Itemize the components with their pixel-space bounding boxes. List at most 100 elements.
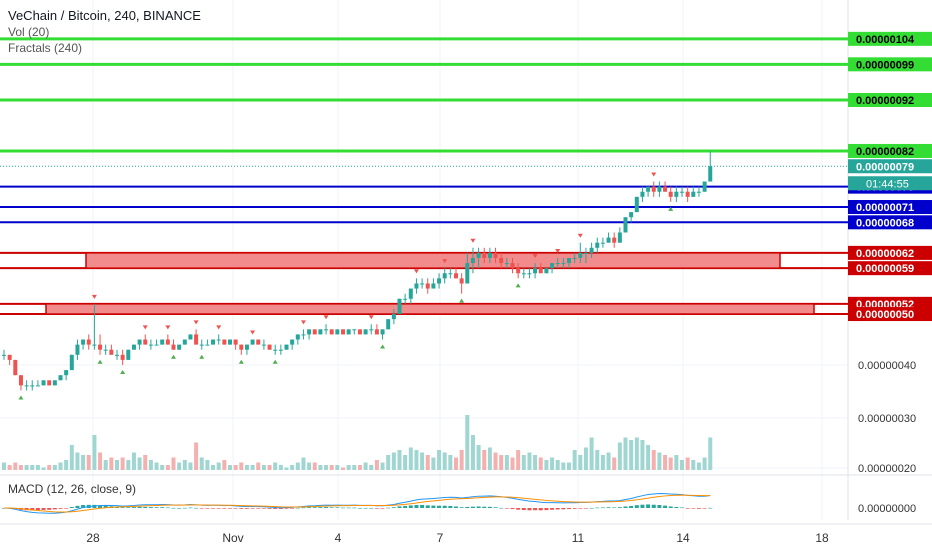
macd-histogram-bar <box>454 506 458 508</box>
support-label: 0.00000071 <box>856 202 914 214</box>
countdown-bg <box>848 176 932 191</box>
volume-bar <box>13 462 18 470</box>
macd-histogram-bar <box>578 508 583 509</box>
volume-bar <box>182 460 187 470</box>
fractals-legend[interactable]: Fractals (240) <box>8 41 83 55</box>
candle-body <box>437 278 442 284</box>
candle-body <box>126 349 131 360</box>
macd-histogram-bar <box>194 507 199 509</box>
candle-body <box>92 344 97 346</box>
zone-label-bg <box>848 261 932 276</box>
volume-bar <box>448 455 453 470</box>
macd-histogram-bar <box>75 505 80 508</box>
resistance-label: 0.00000082 <box>856 146 914 158</box>
macd-histogram-bar <box>437 505 442 508</box>
volume-bar <box>521 455 526 470</box>
candle-body <box>131 344 136 350</box>
macd-histogram-bar <box>126 507 131 508</box>
macd-legend[interactable]: MACD (12, 26, close, 9) <box>8 482 137 496</box>
candle-body <box>408 288 413 299</box>
volume-bar <box>41 467 46 470</box>
macd-histogram-bar <box>98 505 103 508</box>
volume-bar <box>363 462 368 470</box>
macd-histogram-bar <box>250 508 255 509</box>
macd-histogram-bar <box>261 508 266 509</box>
volume-bar <box>510 457 515 470</box>
volume-bar <box>171 457 176 470</box>
macd-histogram-bar <box>459 507 464 508</box>
volume-bar <box>454 457 458 470</box>
volume-bar <box>2 462 6 470</box>
macd-histogram-bar <box>329 507 334 508</box>
macd-histogram-bar <box>696 508 701 509</box>
macd-histogram-bar <box>154 507 159 508</box>
macd-histogram-bar <box>205 508 210 509</box>
fractal-down-marker <box>199 354 205 359</box>
fractal-down-marker <box>380 344 386 349</box>
fractal-down-marker <box>171 354 176 359</box>
volume-bar <box>346 465 351 470</box>
candle-body <box>470 257 475 264</box>
candle-body <box>629 212 634 218</box>
macd-histogram-bar <box>143 506 148 508</box>
macd-histogram-bar <box>239 508 244 509</box>
volume-bar <box>86 455 91 470</box>
macd-histogram-bar <box>233 508 238 509</box>
macd-histogram-bar <box>651 504 656 508</box>
volume-legend[interactable]: Vol (20) <box>8 25 50 39</box>
volume-bar <box>329 465 334 470</box>
fractal-up-marker <box>193 320 199 325</box>
candle-body <box>244 344 249 350</box>
volume-bar <box>612 457 617 470</box>
volume-bar <box>58 462 63 470</box>
macd-histogram-bar <box>346 507 351 509</box>
candle-body <box>527 273 532 275</box>
support-label-bg <box>848 215 932 230</box>
volume-bar <box>493 452 498 470</box>
volume-bar <box>617 442 622 470</box>
candle-body <box>182 339 187 345</box>
candle-body <box>691 191 696 197</box>
symbol-title[interactable]: VeChain / Bitcoin, 240, BINANCE <box>8 8 201 23</box>
candle-body <box>595 242 600 248</box>
candle-body <box>397 298 402 315</box>
zone-label: 0.00000050 <box>856 309 914 321</box>
macd-histogram-bar <box>369 507 374 509</box>
volume-bar <box>295 462 300 470</box>
candle-body <box>143 339 148 345</box>
candle-body <box>589 247 594 253</box>
candle-body <box>521 273 526 275</box>
macd-histogram-bar <box>256 508 261 509</box>
volume-bar <box>324 465 329 470</box>
candlesticks <box>2 150 713 391</box>
macd-histogram-bar <box>374 508 379 509</box>
volume-bar <box>120 457 125 470</box>
macd-histogram-bar <box>629 505 634 508</box>
volume-bar <box>668 457 673 470</box>
candle-body <box>555 263 560 265</box>
candle-body <box>267 344 272 350</box>
macd-histogram-bar <box>425 505 430 508</box>
volume-bars <box>2 415 713 470</box>
macd-histogram-bar <box>52 508 57 510</box>
macd-histogram-bar <box>171 507 176 509</box>
candle-body <box>13 359 18 376</box>
candle-body <box>487 252 492 258</box>
macd-histogram-bar <box>465 506 470 508</box>
price-level-labels: 0.00000104 0.00000099 0.00000092 0.00000082… <box>848 31 932 322</box>
candle-body <box>137 339 142 345</box>
candle-body <box>708 166 713 182</box>
candle-body <box>188 334 193 340</box>
candle-body <box>414 283 419 289</box>
volume-bar <box>137 457 142 470</box>
macd-histogram-bar <box>702 508 707 509</box>
volume-bar <box>374 460 379 470</box>
macd-histogram-bar <box>527 508 532 511</box>
candle-body <box>663 186 668 192</box>
candle-body <box>58 375 63 381</box>
price-tick-label: 0.00000030 <box>858 413 916 425</box>
candle-body <box>504 263 509 265</box>
volume-bar <box>550 457 555 470</box>
volume-bar <box>476 445 481 470</box>
